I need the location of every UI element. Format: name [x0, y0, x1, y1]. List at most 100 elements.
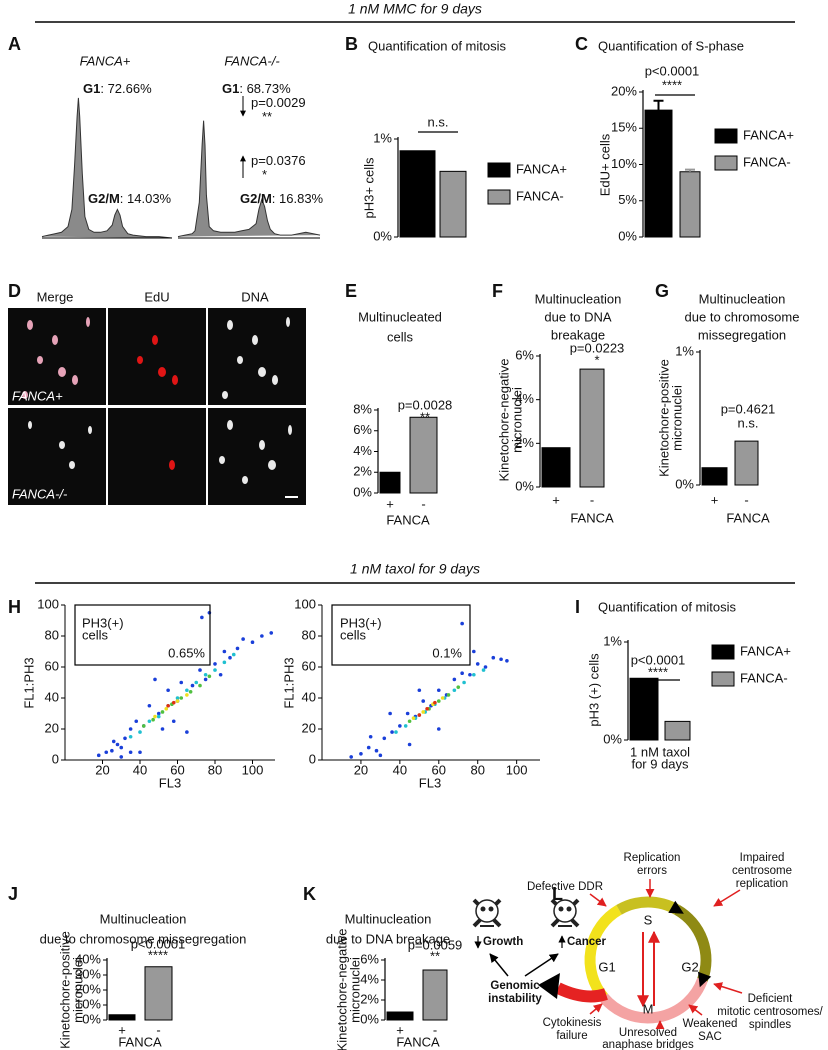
point — [499, 657, 503, 662]
skull-icon — [472, 898, 502, 928]
column-label: EdU — [144, 289, 169, 304]
y-axis-label: Kinetochore-negative — [334, 929, 349, 1050]
annotation-text: : 72.66% — [100, 81, 152, 96]
point — [179, 696, 184, 700]
cause-label: replication — [736, 878, 788, 890]
y-tick-label: 0% — [373, 228, 392, 243]
y-tick-label: 2% — [360, 991, 379, 1006]
panel-letter: L — [552, 884, 563, 904]
point — [188, 690, 193, 694]
point — [153, 677, 157, 682]
annotation-text: : 14.03% — [120, 191, 172, 206]
bar — [644, 109, 673, 238]
annotation: p=0.0028 — [398, 397, 453, 412]
point — [425, 707, 429, 711]
histogram — [41, 97, 173, 239]
point — [394, 730, 398, 734]
y-tick-label: 10% — [75, 996, 101, 1011]
point — [147, 703, 152, 708]
point — [417, 713, 422, 717]
x-tick-label: + — [396, 1022, 404, 1037]
point — [153, 714, 157, 719]
annotation: * — [262, 167, 267, 182]
point — [436, 727, 441, 731]
cycle-arc — [616, 896, 680, 915]
y-axis-label: Kinetochore-positive — [57, 931, 72, 1049]
annotation: **** — [648, 664, 668, 679]
point — [382, 736, 387, 741]
y-axis-label: pH3+ cells — [361, 157, 376, 219]
legend-label: FANCA- — [743, 154, 791, 169]
point — [390, 730, 394, 734]
cause-label: Unresolved — [619, 1027, 677, 1039]
point — [198, 668, 202, 672]
point — [185, 730, 189, 734]
point — [472, 672, 476, 677]
point — [368, 734, 373, 739]
chart-title: due to DNA breakage — [326, 931, 450, 946]
x-tick-label: 60 — [170, 762, 184, 777]
y-tick-label: 1% — [603, 633, 622, 648]
phase: G1 — [598, 959, 615, 974]
x-axis-label: FANCA — [386, 512, 430, 527]
arrow — [524, 953, 559, 977]
point — [179, 680, 184, 685]
point — [123, 736, 127, 741]
x-axis-label: FL3 — [419, 775, 441, 790]
gate-label: PH3(+) — [340, 615, 382, 630]
point — [472, 649, 476, 654]
chart-title: Multinucleation — [535, 291, 622, 306]
point — [436, 699, 441, 703]
point — [468, 672, 472, 677]
point — [164, 707, 169, 711]
gate-label: cells — [82, 627, 109, 642]
legend-swatch — [714, 155, 738, 171]
y-tick-label: 0% — [353, 484, 372, 499]
section-header: 1 nM MMC for 9 days — [348, 1, 482, 17]
y-tick-label: 40 — [302, 689, 316, 704]
bar — [629, 677, 659, 741]
point — [185, 688, 189, 693]
annotation: p=0.0059 — [408, 937, 463, 952]
x-tick-label: 40 — [133, 762, 147, 777]
y-tick-label: 0% — [618, 228, 637, 243]
y-axis-label: micronuclei — [509, 387, 524, 453]
point — [491, 655, 496, 660]
image — [108, 408, 206, 505]
point — [405, 711, 410, 716]
phase: M — [643, 1001, 654, 1016]
y-axis-label: EdU+ cells — [597, 133, 612, 196]
panel-letter: H — [8, 597, 21, 617]
error-bar — [685, 168, 695, 172]
nuclei — [137, 335, 178, 470]
annotation: ** — [430, 948, 440, 963]
annotation-label: G1 — [83, 81, 100, 96]
point — [421, 699, 426, 703]
point — [194, 680, 199, 685]
gate-label: PH3(+) — [82, 615, 124, 630]
cause-label: spindles — [749, 1019, 791, 1031]
annotation-label: G2/M — [240, 191, 272, 206]
point — [456, 685, 461, 689]
legend-label: FANCA+ — [740, 643, 791, 658]
point — [235, 646, 240, 651]
y-axis-label: FL1:PH3 — [281, 657, 296, 708]
annotation-text: p=0.0376 — [251, 153, 306, 168]
y-tick-label: 15% — [611, 120, 637, 135]
y-tick-label: 60 — [302, 658, 316, 673]
annotation: ** — [262, 109, 272, 124]
arrow — [713, 889, 741, 907]
chart-title: FANCA+ — [80, 53, 131, 68]
y-tick-label: 60 — [45, 658, 59, 673]
point — [96, 753, 101, 758]
annotation: n.s. — [428, 114, 449, 129]
y-tick-label: 0% — [603, 731, 622, 746]
point — [166, 688, 170, 693]
cause-label: Weakened — [683, 1018, 738, 1030]
point — [128, 727, 133, 731]
image — [208, 408, 306, 505]
y-tick-label: 5% — [618, 192, 637, 207]
cause-label: Defective DDR — [527, 881, 603, 893]
panel-letter: E — [345, 281, 357, 301]
point — [460, 671, 464, 675]
